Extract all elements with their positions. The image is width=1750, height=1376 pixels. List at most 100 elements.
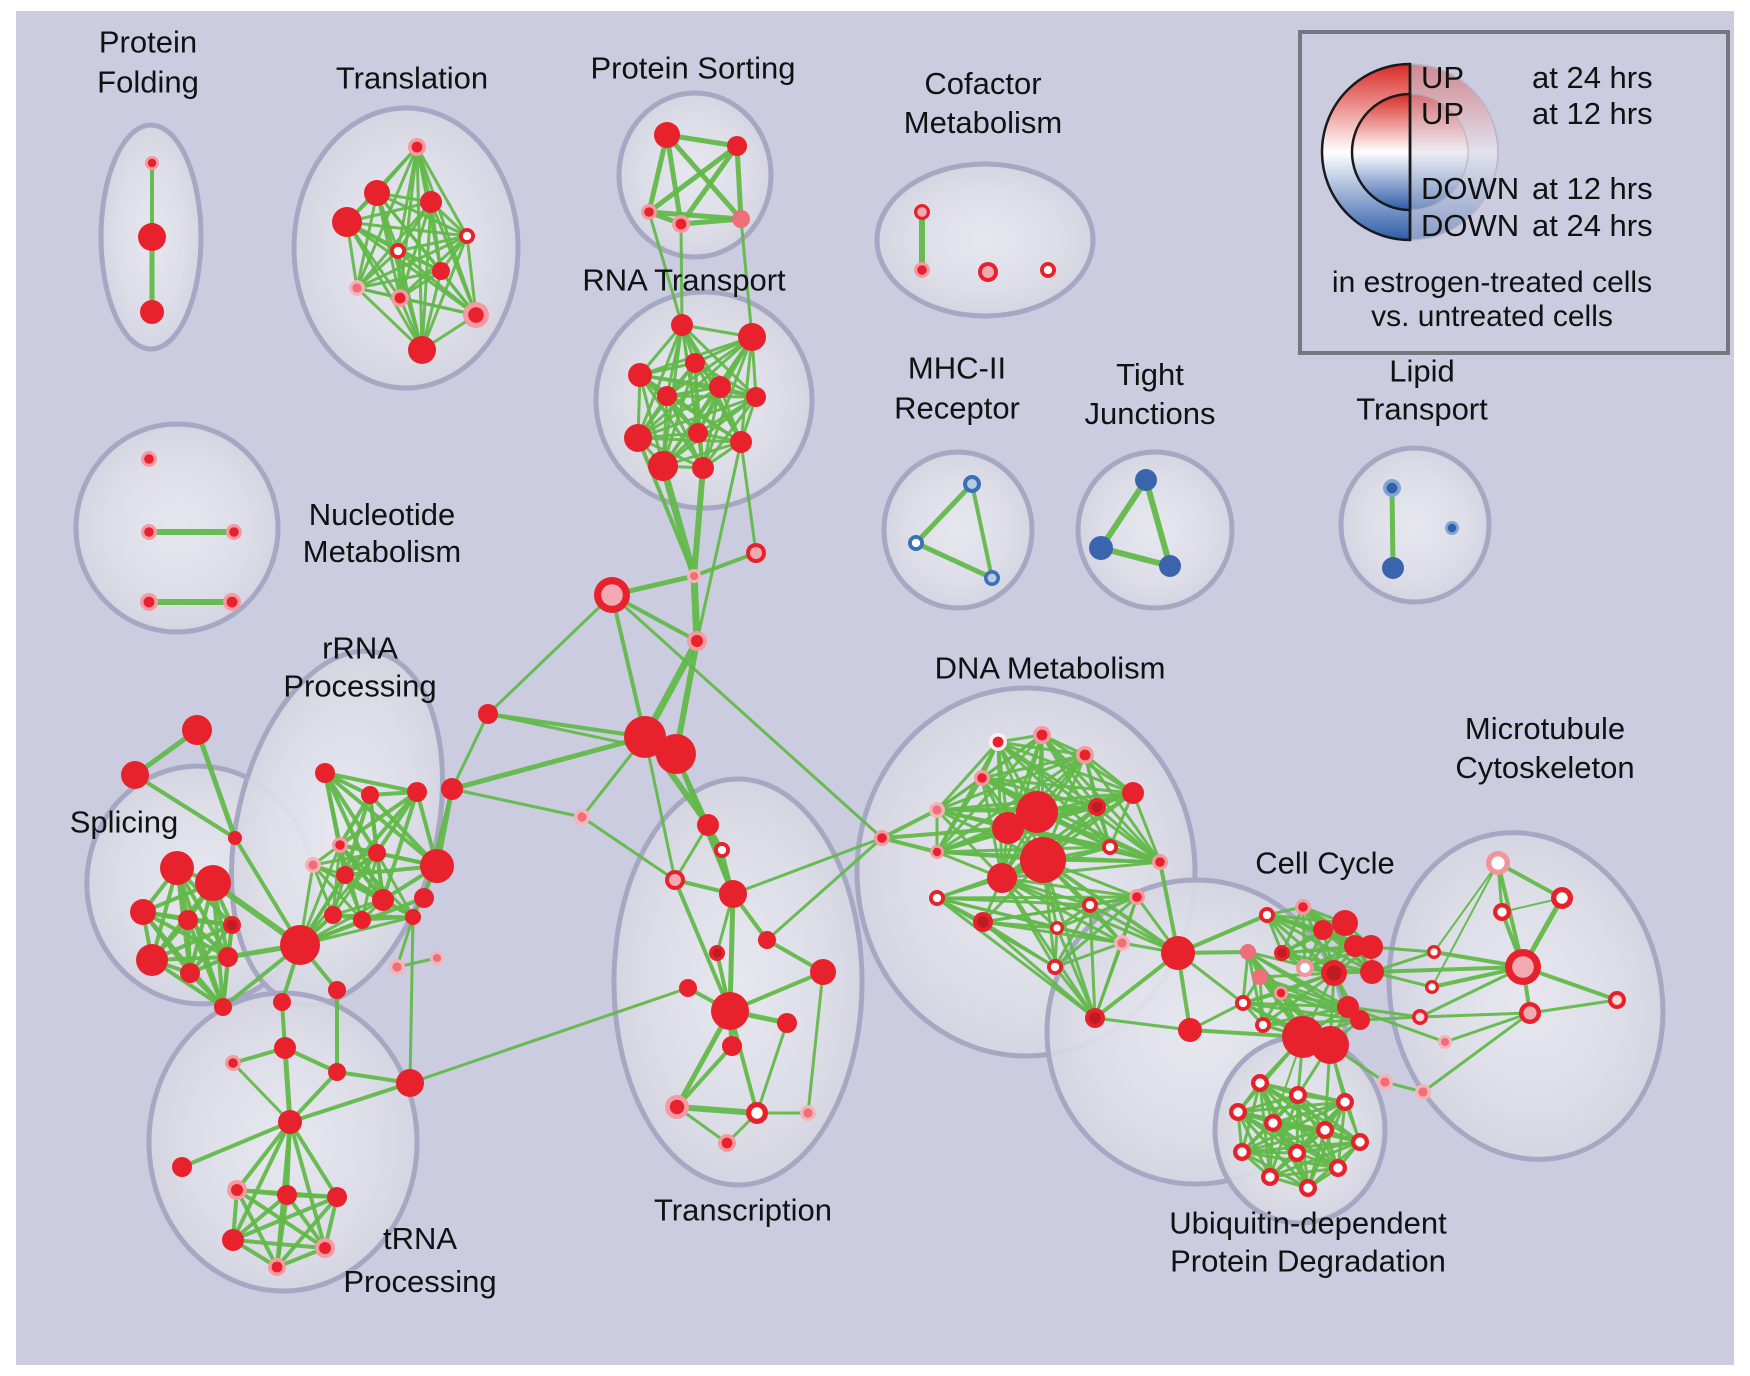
node-c6 <box>172 1157 192 1177</box>
edge-d4-d13 <box>980 776 1162 864</box>
node-c1-core <box>228 1058 238 1068</box>
edge-d16-d22 <box>1088 903 1097 1020</box>
node-m6-core <box>1612 995 1622 1005</box>
node-u2-core <box>1293 1090 1303 1100</box>
edge-t10-t13 <box>755 1021 789 1115</box>
node-m1-core <box>1491 856 1505 870</box>
edge-c5-h3 <box>288 1120 339 1199</box>
node-db1 <box>1016 791 1058 833</box>
node-s5-core <box>226 919 238 931</box>
edge-mh1-mh3 <box>970 482 994 580</box>
cluster-nucleotide-metabolism-label-line1: Nucleotide <box>309 497 455 532</box>
edge-rr1-rr6 <box>323 771 379 855</box>
node-h2 <box>277 1185 297 1205</box>
edge-ps1-ps3 <box>646 132 670 215</box>
cluster-protein-folding-label-line2: Folding <box>97 65 199 100</box>
edge-ps4-rt1 <box>679 222 684 327</box>
legend-caption-line1: in estrogen-treated cells <box>1332 266 1652 299</box>
node-s3 <box>130 899 156 925</box>
legend-dir-up-24: UP <box>1421 60 1464 95</box>
cluster-lipid-transport-ellipse <box>1338 445 1492 605</box>
node-tr7 <box>432 262 450 280</box>
node-u1-core <box>1255 1078 1265 1088</box>
edge-d11-d13 <box>1108 845 1162 864</box>
node-rr2 <box>361 786 379 804</box>
edge-ps2-ps3 <box>646 143 740 215</box>
edge-rt4-rt12 <box>638 373 705 470</box>
node-d19-core <box>1117 938 1127 948</box>
node-tr1-core <box>411 141 423 153</box>
node-s6 <box>136 944 168 976</box>
node-m5-core <box>1523 1006 1537 1020</box>
edge-d17-d22 <box>1055 926 1097 1020</box>
node-tr9-core <box>394 292 406 304</box>
edge-c6-c5 <box>180 1120 292 1169</box>
edge-d7-d13 <box>1131 791 1162 864</box>
node-t7 <box>679 979 697 997</box>
node-c3 <box>328 1063 346 1081</box>
edge-bw3-m4 <box>1418 965 1525 1019</box>
node-d1-core <box>992 736 1004 748</box>
edge-tr2-tr8 <box>355 191 379 290</box>
edge-x1-t5 <box>765 836 884 942</box>
node-d13-core <box>1155 857 1165 867</box>
edge-tr4-tr5 <box>345 220 469 238</box>
node-m3-core <box>1497 907 1507 917</box>
edge-h4-h5 <box>231 1238 327 1250</box>
node-h6-core <box>271 1261 283 1273</box>
edge-rt6-rt7 <box>665 394 758 399</box>
node-cm4-core <box>1043 265 1053 275</box>
node-t5 <box>758 931 776 949</box>
edge-bw5-m5 <box>1421 1011 1532 1094</box>
edge-t12-t13 <box>674 1104 760 1116</box>
node-t1 <box>697 814 719 836</box>
cluster-mhc-ii-receptor-label-line2: Receptor <box>894 391 1020 426</box>
node-tr4 <box>332 207 362 237</box>
node-d9-core <box>932 847 942 857</box>
node-mlB <box>414 888 434 908</box>
node-m4-core <box>1512 956 1534 978</box>
edge-d1-d5 <box>935 740 1000 812</box>
legend-inner-left-half <box>1350 92 1412 212</box>
edge-d15-d22 <box>981 920 1097 1020</box>
edge-d19-d22 <box>1093 941 1124 1020</box>
edge-lt1-lt2 <box>1389 485 1396 571</box>
cluster-rna-transport-label: RNA Transport <box>582 263 786 298</box>
node-m2-core <box>1556 892 1568 904</box>
node-k12 <box>1252 969 1268 985</box>
cluster-cofactor-metabolism-label-line2: Metabolism <box>904 105 1063 140</box>
node-k2-core <box>1298 902 1308 912</box>
edge-d17-d19 <box>1055 926 1124 945</box>
node-k6 <box>1359 935 1383 959</box>
edge-bp-hub1 <box>610 593 647 739</box>
edge-cnC-rt10 <box>739 440 758 555</box>
node-s9 <box>214 998 232 1016</box>
edge-rr2-rr4 <box>338 793 372 847</box>
edge-rt5-rt12 <box>701 385 722 470</box>
edge-u4-u11 <box>1236 1110 1272 1179</box>
node-t8 <box>810 959 836 985</box>
edge-db1-d13 <box>1035 810 1162 864</box>
node-rt12 <box>692 457 714 479</box>
node-bw6-core <box>1380 1077 1390 1087</box>
node-d14-core <box>932 893 942 903</box>
edge-mlC-bp <box>486 593 614 716</box>
edge-d12-d18 <box>1000 876 1139 899</box>
edge-ft1-ft3 <box>194 727 238 841</box>
node-rr13 <box>273 993 291 1011</box>
edge-d20-db3 <box>1041 858 1180 955</box>
legend-dir-up-12: UP <box>1421 96 1464 131</box>
cluster-cofactor-metabolism-ellipse <box>874 161 1096 319</box>
network-nodes-layer <box>121 122 1626 1276</box>
edge-t4-t9 <box>727 891 736 1014</box>
edge-t7-c4 <box>408 986 690 1085</box>
edge-tr8-tr11 <box>355 286 424 352</box>
node-u9-core <box>1292 1148 1302 1158</box>
node-nm3-core <box>229 527 239 537</box>
node-db2 <box>992 812 1024 844</box>
node-mh2-core <box>911 538 921 548</box>
node-rr4-core <box>335 840 345 850</box>
node-cm2-core <box>917 265 927 275</box>
edge-rt8-cnA <box>636 436 696 578</box>
